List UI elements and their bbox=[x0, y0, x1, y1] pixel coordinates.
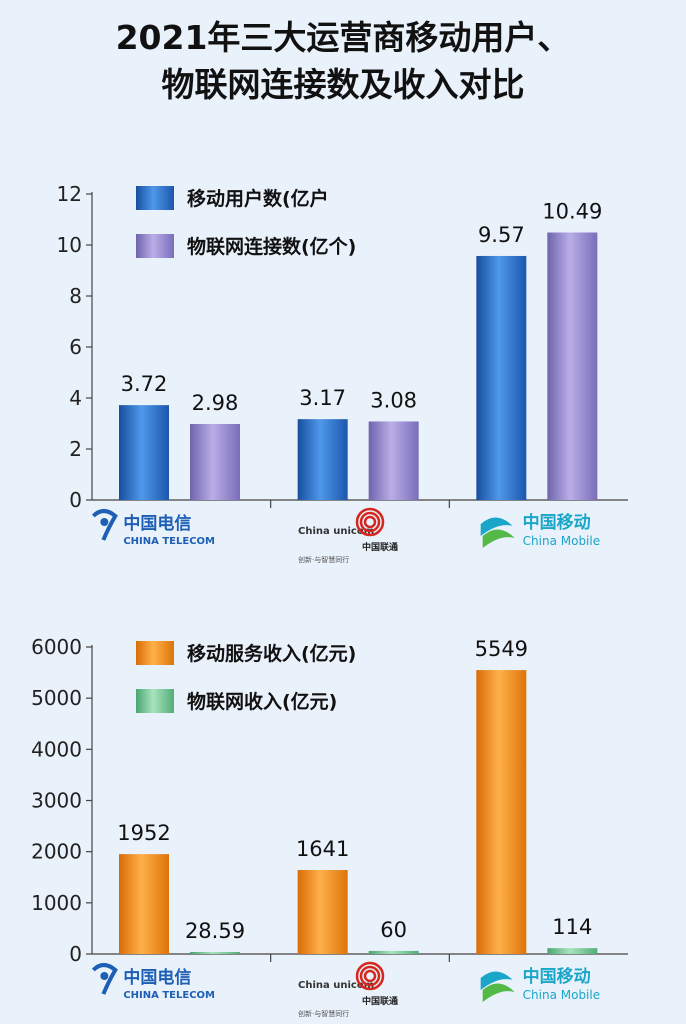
bar-value-label: 3.17 bbox=[299, 386, 346, 410]
y-tick-label: 6 bbox=[69, 335, 82, 359]
logo-english-name: CHINA TELECOM bbox=[123, 990, 215, 1001]
mobile-wave-icon bbox=[480, 971, 513, 990]
logo-english-name: CHINA TELECOM bbox=[123, 536, 215, 547]
bar bbox=[368, 421, 419, 500]
bar bbox=[190, 424, 240, 500]
page-title: 2021年三大运营商移动用户、 物联网连接数及收入对比 bbox=[0, 14, 686, 108]
bar bbox=[297, 419, 348, 500]
legend-label: 移动服务收入(亿元) bbox=[187, 642, 356, 665]
bar-value-label: 1641 bbox=[296, 837, 349, 861]
bar-value-label: 10.49 bbox=[542, 200, 602, 224]
logo-english-name: China unicom bbox=[298, 980, 374, 991]
mobile-wave-icon bbox=[482, 983, 515, 1002]
china-telecom-logo: 中国电信 CHINA TELECOM bbox=[91, 509, 215, 547]
bar bbox=[119, 854, 169, 954]
china-telecom-logo: 中国电信 CHINA TELECOM bbox=[91, 963, 215, 1001]
bar bbox=[119, 405, 169, 500]
legend-label: 物联网连接数(亿个) bbox=[187, 235, 356, 258]
y-tick-label: 0 bbox=[69, 488, 82, 512]
logo-chinese-name: 中国移动 bbox=[523, 512, 591, 533]
bar bbox=[190, 952, 240, 954]
y-tick-label: 3000 bbox=[31, 789, 82, 813]
unicom-knot-ring-icon bbox=[359, 965, 381, 987]
bar bbox=[476, 255, 527, 500]
bar-value-label: 114 bbox=[552, 915, 592, 939]
bar-value-label: 9.57 bbox=[478, 223, 525, 247]
mobile-wave-icon bbox=[480, 517, 513, 536]
y-tick-label: 4000 bbox=[31, 737, 82, 761]
legend-label: 物联网收入(亿元) bbox=[187, 690, 337, 713]
y-tick-label: 2 bbox=[69, 437, 82, 461]
logo-chinese-name: 中国移动 bbox=[523, 966, 591, 987]
legend-label: 移动用户数(亿户 bbox=[187, 187, 329, 210]
logo-chinese-name: 中国联通 bbox=[362, 541, 398, 553]
y-tick-label: 4 bbox=[69, 386, 82, 410]
bar bbox=[547, 948, 598, 954]
logo-chinese-name: 中国联通 bbox=[362, 995, 398, 1007]
y-tick-label: 0 bbox=[69, 942, 82, 966]
bar bbox=[476, 670, 527, 954]
unicom-knot-ring-icon bbox=[355, 961, 385, 991]
bar-value-label: 3.08 bbox=[370, 388, 417, 412]
y-tick-label: 8 bbox=[69, 284, 82, 308]
mobile-wave-icon bbox=[482, 529, 515, 548]
subscribers-iot-connections-chart: 0 2 4 6 8 10 12 3.72 2.98 中国电信 CHINA TELECOM 3.17 3.… bbox=[57, 182, 628, 564]
bar-value-label: 60 bbox=[380, 918, 407, 942]
logo-slogan: 创新·与智慧同行 bbox=[298, 555, 349, 564]
legend-swatch bbox=[136, 689, 174, 713]
legend-swatch bbox=[136, 234, 174, 258]
y-tick-label: 6000 bbox=[31, 635, 82, 659]
logo-chinese-name: 中国电信 bbox=[123, 513, 191, 534]
bar bbox=[368, 950, 419, 954]
title-line-1: 2021年三大运营商移动用户、 bbox=[115, 18, 571, 57]
bar-value-label: 3.72 bbox=[121, 372, 168, 396]
unicom-knot-ring-icon bbox=[359, 511, 381, 533]
unicom-knot-ring-icon bbox=[363, 515, 377, 529]
legend-swatch bbox=[136, 641, 174, 665]
y-tick-label: 10 bbox=[57, 233, 82, 257]
y-tick-label: 2000 bbox=[31, 840, 82, 864]
bar-value-label: 1952 bbox=[117, 821, 170, 845]
telecom-dot-icon bbox=[100, 518, 109, 526]
logo-english-name: China Mobile bbox=[523, 534, 600, 548]
bar bbox=[547, 232, 598, 500]
logo-english-name: China Mobile bbox=[523, 988, 600, 1002]
logo-english-name: China unicom bbox=[298, 526, 374, 537]
y-tick-label: 12 bbox=[57, 182, 82, 206]
bar-value-label: 2.98 bbox=[192, 391, 239, 415]
y-tick-label: 5000 bbox=[31, 686, 82, 710]
telecom-swirl-icon bbox=[91, 509, 118, 541]
bar-value-label: 28.59 bbox=[185, 919, 245, 943]
telecom-swirl-icon bbox=[91, 963, 118, 995]
unicom-knot-ring-icon bbox=[355, 507, 385, 537]
legend-swatch bbox=[136, 186, 174, 210]
bar-value-label: 5549 bbox=[475, 637, 528, 661]
unicom-knot-ring-icon bbox=[363, 969, 377, 983]
telecom-dot-icon bbox=[100, 972, 109, 980]
y-tick-label: 1000 bbox=[31, 891, 82, 915]
title-line-2: 物联网连接数及收入对比 bbox=[161, 65, 525, 104]
bar bbox=[297, 870, 348, 954]
logo-chinese-name: 中国电信 bbox=[123, 967, 191, 988]
revenue-chart: 0 1000 2000 3000 4000 5000 6000 1952 28.59 中国电信 CH… bbox=[31, 635, 628, 1018]
logo-slogan: 创新·与智慧同行 bbox=[298, 1009, 349, 1018]
